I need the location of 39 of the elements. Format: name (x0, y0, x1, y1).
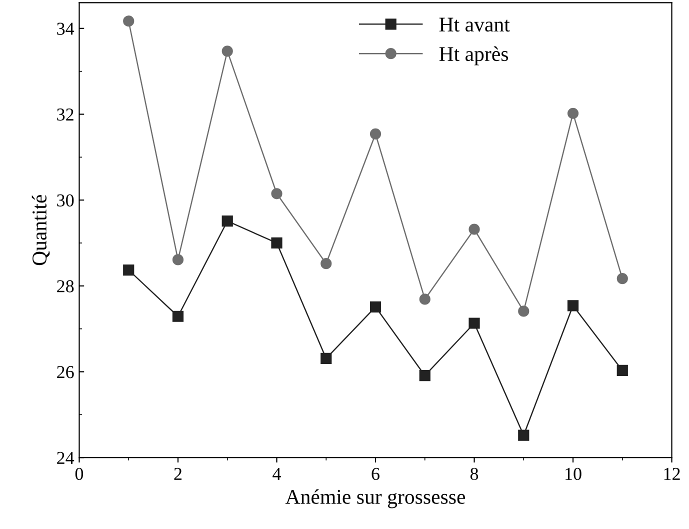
y-tick-label: 24 (57, 452, 74, 464)
y-tick-label: 30 (57, 194, 74, 207)
point (123, 264, 134, 276)
x-tick-label: 12 (664, 468, 680, 480)
point (222, 46, 233, 57)
point (616, 364, 628, 376)
point (320, 258, 332, 270)
x-tick-label: 0 (75, 468, 84, 480)
y-tick-label: 26 (57, 366, 74, 378)
point (320, 352, 332, 364)
y-tick-label: 28 (57, 280, 74, 292)
point (616, 273, 628, 284)
x-tick-label: 2 (174, 468, 182, 480)
point (518, 430, 530, 441)
point (271, 188, 282, 200)
legend-label: Ht après (439, 46, 508, 66)
point (567, 108, 579, 119)
x-axis-title: Anémie sur grossesse (285, 489, 466, 508)
point (370, 301, 382, 312)
x-tick-label: 6 (372, 468, 380, 480)
y-tick-label: 32 (57, 108, 74, 121)
x-tick-label: 10 (566, 468, 582, 480)
point (518, 306, 530, 317)
point (468, 318, 480, 329)
y-axis-title: Quantité (32, 194, 50, 266)
y-tick-label: 34 (57, 22, 74, 35)
point (567, 300, 579, 312)
point (222, 216, 233, 227)
point (123, 16, 134, 27)
point (370, 128, 382, 140)
point (172, 254, 184, 266)
point (468, 224, 480, 235)
point (419, 294, 430, 305)
legend-label: Ht avant (439, 18, 510, 32)
x-tick-label: 4 (272, 468, 281, 480)
x-tick-label: 8 (470, 468, 478, 480)
point (271, 237, 282, 249)
point (419, 370, 430, 382)
point (172, 310, 184, 322)
